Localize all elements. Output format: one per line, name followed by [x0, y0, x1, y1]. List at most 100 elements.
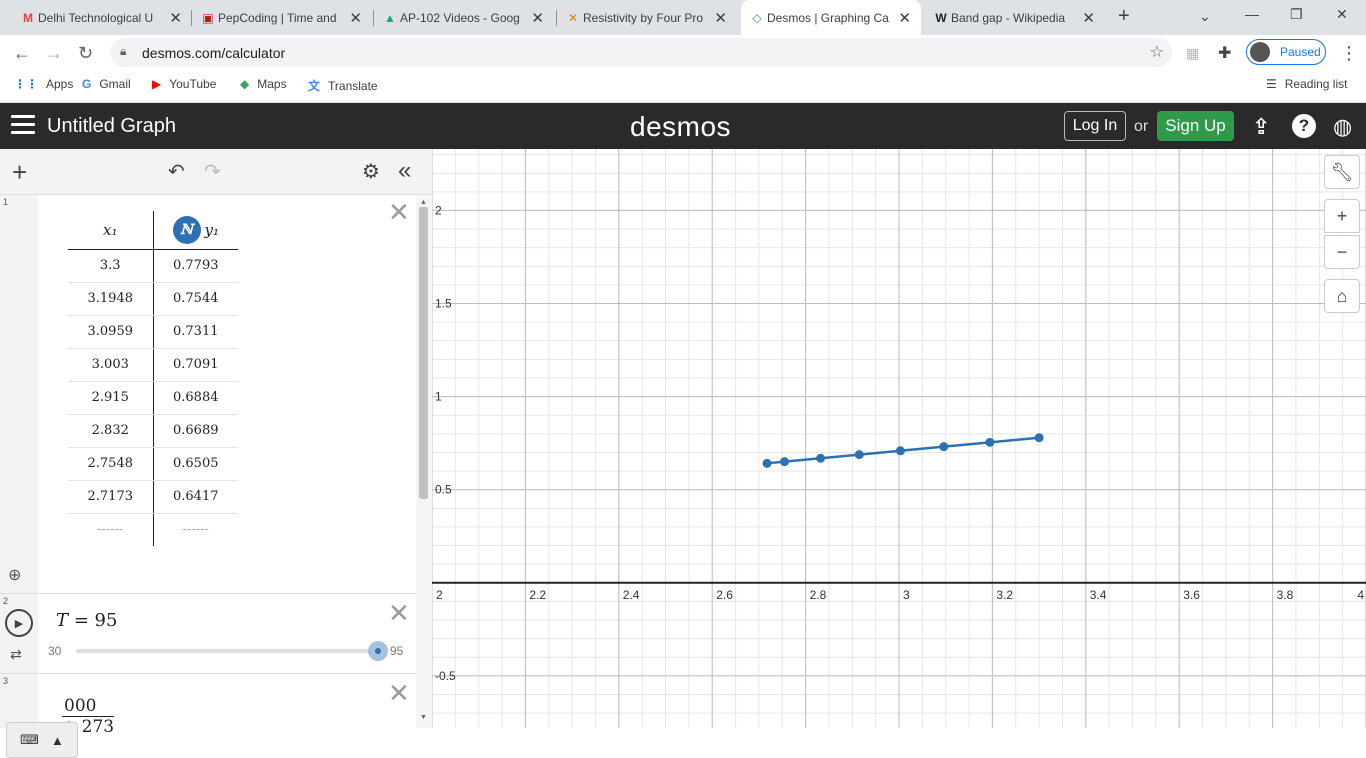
graph-paper[interactable]: 2 2.2 2.4 2.6 2.8 3 3.2 3.4 3.6 3.8 4 2 1.5 1 0.5 -0.5 …	[432, 149, 1366, 728]
bookmark-label: Gmail	[99, 77, 131, 91]
delete-expression-icon[interactable]: ✕	[388, 598, 410, 628]
zoom-in-button[interactable]: +	[1324, 199, 1360, 233]
expression-gutter	[0, 195, 38, 728]
signup-button[interactable]: Sign Up	[1157, 111, 1234, 141]
menu-icon[interactable]	[11, 115, 35, 135]
undo-icon[interactable]: ↶	[168, 161, 185, 183]
bookmark-gmail[interactable]: G Gmail	[82, 77, 131, 91]
loop-icon[interactable]: ⇄	[10, 646, 22, 662]
add-item-icon[interactable]: +	[12, 157, 28, 187]
table-cell-y[interactable]: 0.7311	[153, 315, 238, 349]
extension-icon[interactable]: ▦	[1186, 45, 1200, 61]
expression-scrollbar[interactable]: ▲ ▼	[416, 195, 432, 728]
redo-icon[interactable]: ↷	[204, 161, 221, 183]
table-cell-x[interactable]: 3.003	[68, 348, 154, 382]
scrollbar-thumb[interactable]	[419, 207, 428, 499]
graph-canvas[interactable]: 2 2.2 2.4 2.6 2.8 3 3.2 3.4 3.6 3.8 4 2 1.5 1 0.5 -0.5	[432, 149, 1366, 728]
new-tab-icon[interactable]: +	[1118, 5, 1130, 27]
browser-tab[interactable]: ▲ AP-102 Videos - Goog ✕	[374, 0, 554, 35]
table-cell-y[interactable]: 0.7544	[153, 282, 238, 316]
scroll-down-icon[interactable]: ▼	[420, 714, 427, 721]
table-header-y-label: y₁	[204, 220, 220, 239]
close-tab-icon[interactable]: ✕	[349, 10, 362, 27]
avatar	[1250, 42, 1270, 62]
close-tab-icon[interactable]: ✕	[169, 10, 182, 27]
bookmark-youtube[interactable]: ▶ YouTube	[152, 77, 216, 91]
x-tick-label: 2	[436, 588, 443, 602]
login-button[interactable]: Log In	[1064, 111, 1126, 141]
url-bar[interactable]: 🔒︎ desmos.com/calculator ☆	[110, 38, 1172, 67]
bookmark-apps[interactable]: ⋮⋮ Apps	[14, 77, 73, 91]
language-globe-icon[interactable]: ◍	[1333, 114, 1353, 139]
table-cell-y[interactable]: 0.6417	[153, 480, 238, 514]
zoom-fit-icon[interactable]: ⊕	[8, 567, 22, 584]
browser-tab[interactable]: ▣ PepCoding | Time and ✕	[192, 0, 372, 35]
table-cell-x[interactable]: 3.3	[68, 249, 154, 283]
scroll-up-icon[interactable]: ▲	[420, 199, 427, 206]
play-icon[interactable]: ▶	[5, 609, 33, 637]
table-cell-x[interactable]: 2.915	[68, 381, 154, 415]
slider-track[interactable]	[76, 641, 388, 661]
share-icon[interactable]: ⇪	[1252, 114, 1271, 139]
forward-icon[interactable]: →	[45, 43, 63, 63]
keypad-toggle-button[interactable]: ⌨ ▲	[6, 722, 78, 758]
slider-handle[interactable]	[368, 641, 388, 661]
reading-list-button[interactable]: ☰ Reading list	[1266, 77, 1348, 91]
table-cell-y[interactable]: 0.6505	[153, 447, 238, 481]
expression-slider[interactable]: 2 ▶ ⇄ T = 95 ✕ 30 95	[0, 594, 416, 674]
table-cell-x[interactable]: 2.7173	[68, 480, 154, 514]
close-tab-icon[interactable]: ✕	[1082, 10, 1095, 27]
settings-gear-icon[interactable]: ⚙	[362, 161, 380, 183]
table-cell-y[interactable]: 0.7091	[153, 348, 238, 382]
table-header-x[interactable]: x₁	[68, 211, 154, 250]
help-icon[interactable]: ?	[1292, 114, 1316, 138]
restore-icon[interactable]: ❐	[1290, 6, 1303, 22]
delete-expression-icon[interactable]: ✕	[388, 197, 410, 227]
close-tab-icon[interactable]: ✕	[714, 10, 727, 27]
desmos-icon: ◇	[752, 11, 762, 25]
extensions-puzzle-icon[interactable]: ✚	[1218, 45, 1232, 62]
browser-tab[interactable]: M Delhi Technological U ✕	[12, 0, 192, 35]
table-cell-x[interactable]: 2.7548	[68, 447, 154, 481]
maps-icon: ◆	[240, 77, 250, 91]
vlab-icon: ✕	[567, 11, 579, 25]
table-cell-x[interactable]: 3.0959	[68, 315, 154, 349]
close-tab-icon[interactable]: ✕	[898, 10, 911, 27]
default-viewport-home-icon[interactable]: ⌂	[1324, 279, 1360, 313]
window-close-icon[interactable]: ✕	[1336, 6, 1348, 22]
browser-tab[interactable]: ✕ Resistivity by Four Pro ✕	[557, 0, 737, 35]
tab-search-icon[interactable]: ⌄	[1199, 8, 1211, 24]
slider-expression[interactable]: T = 95	[56, 610, 117, 631]
zoom-out-button[interactable]: −	[1324, 235, 1360, 269]
table-cell-x[interactable]: 2.832	[68, 414, 154, 448]
close-tab-icon[interactable]: ✕	[531, 10, 544, 27]
minimize-icon[interactable]: —	[1245, 6, 1259, 22]
browser-tab[interactable]: ◇ Desmos | Graphing Ca ✕	[741, 0, 921, 35]
collapse-panel-icon[interactable]: «	[398, 157, 412, 184]
keyboard-icon: ⌨	[20, 732, 39, 747]
table-cell-y[interactable]: 0.6689	[153, 414, 238, 448]
series-style-icon[interactable]: ℕ	[172, 215, 201, 244]
tab-separator	[191, 10, 192, 26]
bookmark-star-icon[interactable]: ☆	[1149, 44, 1164, 61]
table-empty-cell[interactable]: ------	[68, 513, 154, 546]
reload-icon[interactable]: ↻	[78, 43, 94, 63]
table-cell-x[interactable]: 3.1948	[68, 282, 154, 316]
y-tick-label: 1.5	[435, 297, 452, 311]
graph-settings-wrench-icon[interactable]: 🔧︎	[1324, 155, 1360, 189]
bookmark-translate[interactable]: 文 Translate	[308, 77, 378, 94]
bookmark-maps[interactable]: ◆ Maps	[240, 77, 287, 91]
graph-title[interactable]: Untitled Graph	[47, 115, 176, 137]
slider-min[interactable]: 30	[48, 644, 62, 658]
browser-tab[interactable]: W Band gap - Wikipedia ✕	[925, 0, 1105, 35]
delete-expression-icon[interactable]: ✕	[388, 678, 410, 708]
browser-menu-icon[interactable]: ⋮	[1340, 43, 1358, 63]
slider-max[interactable]: 95	[390, 644, 404, 658]
table-cell-y[interactable]: 0.7793	[153, 249, 238, 283]
profile-button[interactable]: Paused	[1246, 39, 1326, 65]
table-cell-y[interactable]: 0.6884	[153, 381, 238, 415]
back-icon[interactable]: ←	[13, 43, 31, 63]
table-empty-cell[interactable]: ------	[182, 522, 209, 538]
